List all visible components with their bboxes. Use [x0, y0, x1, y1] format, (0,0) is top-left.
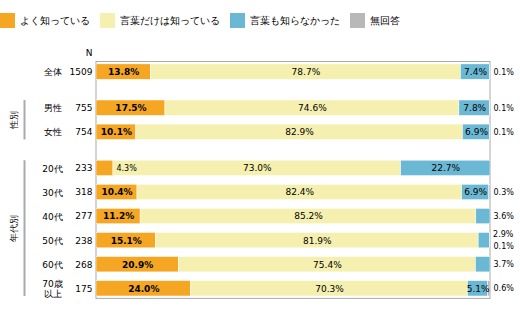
svg-text:268: 268	[75, 260, 92, 270]
svg-text:7.4%: 7.4%	[464, 67, 487, 77]
svg-text:85.2%: 85.2%	[294, 211, 323, 221]
svg-text:24.0%: 24.0%	[128, 284, 159, 294]
svg-text:70歳以上: 70歳以上	[42, 279, 62, 299]
svg-text:4.3%: 4.3%	[116, 164, 137, 173]
svg-text:6.9%: 6.9%	[464, 187, 487, 197]
svg-text:75.4%: 75.4%	[313, 260, 342, 270]
svg-text:全体: 全体	[44, 67, 62, 77]
html-text:言葉も知らなかった: 言葉も知らなかった	[250, 14, 340, 26]
svg-text:0.6%: 0.6%	[494, 284, 515, 293]
svg-text:性別: 性別	[9, 111, 19, 130]
svg-text:0.1%: 0.1%	[494, 242, 515, 251]
html-text:無回答: 無回答	[370, 14, 400, 26]
svg-text:0.3%: 0.3%	[494, 188, 515, 197]
svg-text:0.1%: 0.1%	[494, 104, 515, 113]
svg-text:N: N	[86, 48, 93, 58]
svg-text:20代: 20代	[42, 164, 62, 174]
svg-text:30代: 30代	[42, 188, 62, 198]
svg-text:40代: 40代	[42, 212, 62, 222]
svg-text:81.9%: 81.9%	[303, 236, 332, 246]
svg-text:78.7%: 78.7%	[292, 67, 321, 77]
svg-text:754: 754	[75, 127, 92, 137]
svg-text:2.9%: 2.9%	[493, 230, 514, 239]
svg-text:20.9%: 20.9%	[122, 260, 153, 270]
svg-text:233: 233	[75, 163, 92, 173]
html-text:よく知っている: よく知っている	[20, 14, 90, 26]
svg-text:17.5%: 17.5%	[115, 103, 146, 113]
svg-text:10.1%: 10.1%	[101, 127, 132, 137]
svg-text:15.1%: 15.1%	[111, 236, 142, 246]
svg-text:年代別: 年代別	[9, 215, 19, 242]
svg-text:5.1%: 5.1%	[467, 284, 490, 294]
svg-text:1509: 1509	[70, 67, 93, 77]
svg-text:10.4%: 10.4%	[101, 187, 132, 197]
svg-text:238: 238	[75, 236, 92, 246]
svg-text:0.1%: 0.1%	[494, 128, 515, 137]
svg-text:70.3%: 70.3%	[315, 284, 344, 294]
svg-text:318: 318	[75, 187, 92, 197]
svg-text:3.6%: 3.6%	[494, 212, 515, 221]
svg-text:73.0%: 73.0%	[243, 163, 272, 173]
html-text:言葉だけは知っている: 言葉だけは知っている	[120, 14, 220, 26]
svg-text:175: 175	[75, 284, 92, 294]
svg-text:3.7%: 3.7%	[494, 260, 515, 269]
svg-text:11.2%: 11.2%	[103, 211, 134, 221]
svg-text:755: 755	[75, 103, 92, 113]
svg-text:60代: 60代	[42, 260, 62, 270]
svg-text:74.6%: 74.6%	[298, 103, 327, 113]
svg-text:22.7%: 22.7%	[431, 163, 460, 173]
svg-text:13.8%: 13.8%	[108, 67, 139, 77]
svg-text:277: 277	[75, 211, 92, 221]
svg-text:50代: 50代	[42, 236, 62, 246]
svg-text:0.1%: 0.1%	[494, 68, 515, 77]
svg-text:女性: 女性	[44, 127, 62, 137]
svg-text:男性: 男性	[44, 103, 62, 113]
svg-text:82.4%: 82.4%	[286, 187, 315, 197]
svg-text:7.8%: 7.8%	[463, 103, 486, 113]
svg-text:6.9%: 6.9%	[465, 127, 488, 137]
svg-text:82.9%: 82.9%	[285, 127, 314, 137]
